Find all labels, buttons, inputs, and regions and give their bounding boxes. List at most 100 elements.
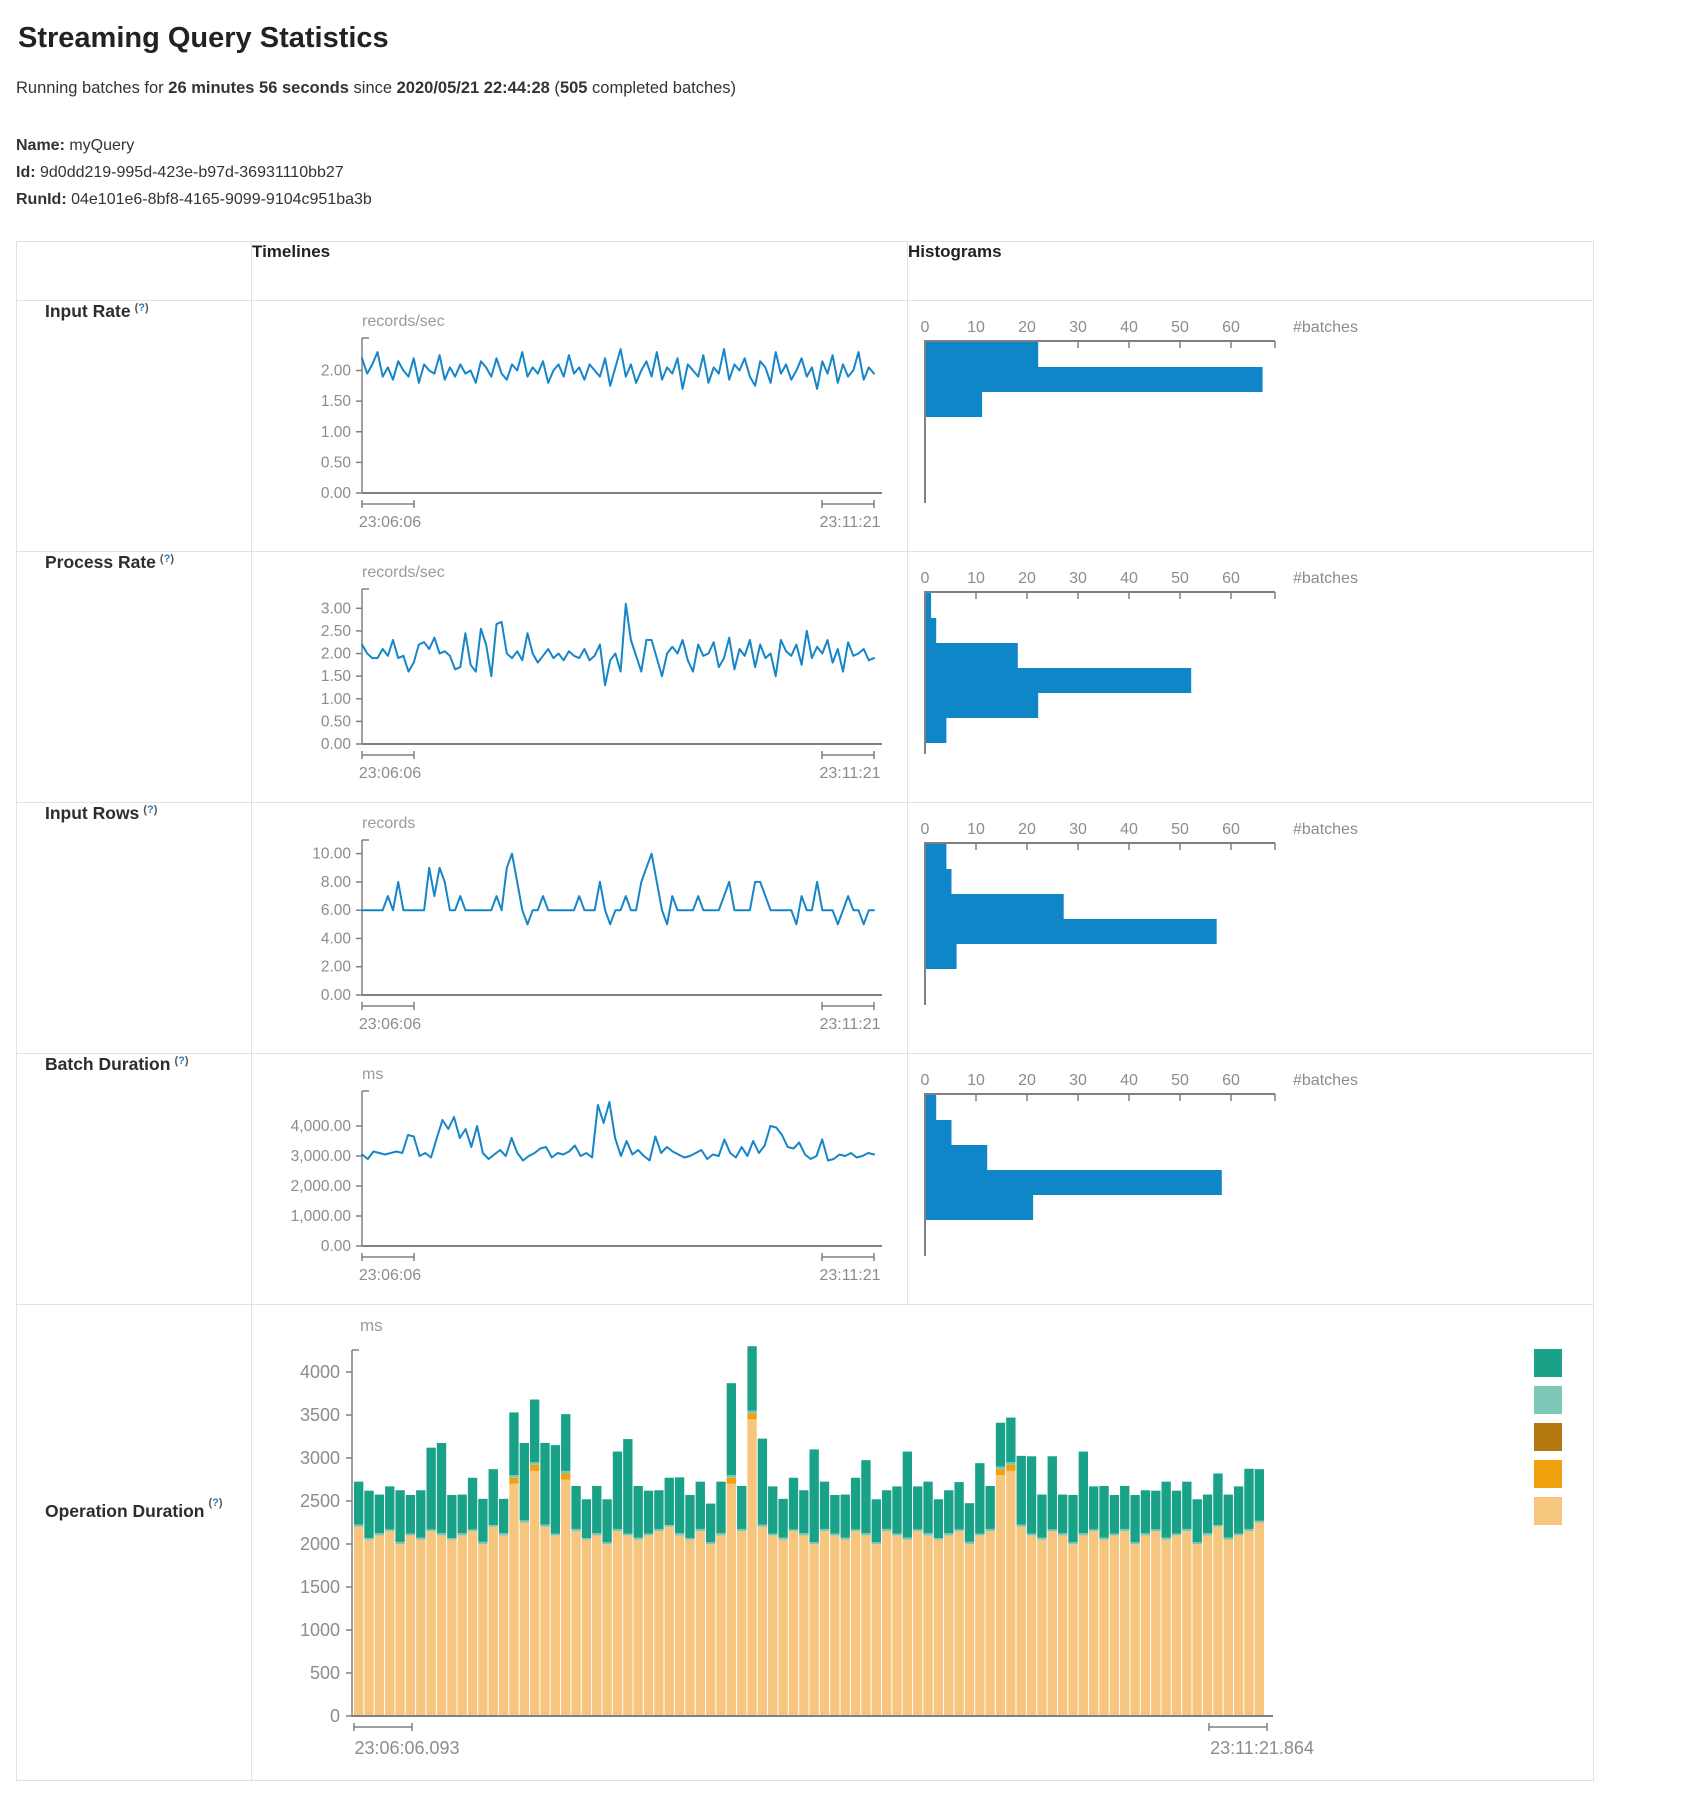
svg-text:23:11:21.864: 23:11:21.864	[1210, 1738, 1314, 1758]
input-rows-row: Input Rows (?) records 10.00 8.00 6.00 4.00 2…	[16, 802, 1594, 1054]
svg-text:40: 40	[1120, 319, 1138, 336]
svg-text:2500: 2500	[300, 1491, 340, 1511]
operation-duration-label-cell: Operation Duration (?)	[16, 1304, 252, 1781]
process-rate-row: Process Rate (?) records/sec 3.00 2.50 2.00…	[16, 551, 1594, 803]
table-header-row: Timelines Histograms	[16, 241, 1594, 301]
running-duration: 26 minutes 56 seconds	[168, 79, 349, 97]
input-rate-label-cell: Input Rate (?)	[16, 300, 252, 552]
svg-text:0.50: 0.50	[321, 454, 352, 471]
input-rows-help-icon[interactable]: (?)	[143, 803, 158, 816]
legend-swatch-1	[1534, 1386, 1562, 1414]
svg-text:23:11:21: 23:11:21	[819, 1016, 880, 1033]
summary-suffix: completed batches)	[587, 79, 737, 97]
svg-text:23:06:06.093: 23:06:06.093	[354, 1738, 459, 1758]
svg-text:10.00: 10.00	[312, 846, 351, 863]
svg-text:20: 20	[1018, 319, 1036, 336]
statistics-table: Timelines Histograms Input Rate (?) reco…	[16, 241, 1594, 1781]
svg-text:0: 0	[921, 319, 930, 336]
svg-text:50: 50	[1171, 1072, 1189, 1089]
process-rate-label: Process Rate (?)	[45, 552, 174, 572]
legend-swatch-0	[1534, 1349, 1562, 1377]
svg-text:records: records	[362, 815, 415, 832]
svg-text:1000: 1000	[300, 1620, 340, 1640]
svg-text:0: 0	[921, 570, 930, 587]
svg-text:23:11:21: 23:11:21	[819, 765, 880, 782]
svg-text:1500: 1500	[300, 1577, 340, 1597]
page-title: Streaming Query Statistics	[18, 22, 389, 54]
legend-swatch-4	[1534, 1497, 1562, 1525]
svg-text:ms: ms	[360, 1316, 383, 1335]
input-rate-timeline-chart: records/sec 2.00 1.50 1.00 0.50 0.00 23:06:06 2…	[321, 313, 882, 531]
svg-text:60: 60	[1222, 1072, 1240, 1089]
input-rows-timeline-chart: records 10.00 8.00 6.00 4.00 2.00 0.00 23:06:06…	[312, 815, 882, 1033]
svg-text:50: 50	[1171, 821, 1189, 838]
svg-text:4.00: 4.00	[321, 930, 352, 947]
summary-prefix: Running batches for	[16, 79, 169, 97]
input-rows-label: Input Rows (?)	[45, 803, 158, 823]
svg-text:0.50: 0.50	[321, 713, 352, 730]
svg-text:23:11:21: 23:11:21	[819, 514, 880, 531]
svg-text:2.00: 2.00	[321, 363, 352, 380]
query-runid-line: RunId: 04e101e6-8bf8-4165-9099-9104c951b…	[16, 186, 1677, 213]
batch-duration-help-icon[interactable]: (?)	[174, 1054, 189, 1067]
process-rate-help-icon[interactable]: (?)	[159, 552, 174, 565]
svg-text:records/sec: records/sec	[362, 313, 445, 330]
batch-duration-timeline-chart: ms 4,000.00 3,000.00 2,000.00 1,000.00 0.00 23…	[291, 1066, 882, 1284]
svg-text:0.00: 0.00	[321, 485, 352, 502]
input-rows-label-cell: Input Rows (?)	[16, 802, 252, 1054]
svg-text:30: 30	[1069, 1072, 1087, 1089]
input-rate-help-icon[interactable]: (?)	[134, 301, 149, 314]
process-rate-label-cell: Process Rate (?)	[16, 551, 252, 803]
svg-text:2000: 2000	[300, 1534, 340, 1554]
svg-text:20: 20	[1018, 570, 1036, 587]
query-id-line: Id: 9d0dd219-995d-423e-b97d-36931110bb27	[16, 159, 1677, 186]
process-rate-timeline-chart: records/sec 3.00 2.50 2.00 1.50 1.00 0.50 0.00 2…	[321, 564, 882, 782]
svg-text:2.00: 2.00	[321, 646, 352, 663]
svg-text:3.00: 3.00	[321, 600, 352, 617]
svg-text:60: 60	[1222, 570, 1240, 587]
svg-text:1.00: 1.00	[321, 691, 352, 708]
histograms-column-header: Histograms	[907, 241, 1594, 301]
operation-duration-stacked-chart: ms 4000 3500 3000 2500 2000 1500 1000 500 0 23:06:…	[300, 1316, 1562, 1758]
timelines-column-header: Timelines	[251, 241, 908, 301]
svg-text:40: 40	[1120, 821, 1138, 838]
svg-text:23:11:21: 23:11:21	[819, 1267, 880, 1284]
svg-text:records/sec: records/sec	[362, 564, 445, 581]
svg-text:2,000.00: 2,000.00	[291, 1178, 352, 1195]
start-timestamp: 2020/05/21 22:44:28	[396, 79, 550, 97]
svg-text:10: 10	[967, 821, 985, 838]
svg-text:60: 60	[1222, 319, 1240, 336]
query-name-value: myQuery	[64, 137, 135, 154]
svg-text:4000: 4000	[300, 1362, 340, 1382]
svg-text:0.00: 0.00	[321, 736, 352, 753]
svg-text:30: 30	[1069, 319, 1087, 336]
svg-text:2.50: 2.50	[321, 623, 352, 640]
svg-text:0.00: 0.00	[321, 987, 352, 1004]
svg-text:#batches: #batches	[1293, 1072, 1358, 1089]
legend-swatch-3	[1534, 1460, 1562, 1488]
batch-duration-row: Batch Duration (?) ms 4,000.00 3,000.00 2,0…	[16, 1053, 1594, 1305]
svg-text:0: 0	[921, 821, 930, 838]
operation-duration-help-icon[interactable]: (?)	[208, 1497, 223, 1509]
svg-text:1.50: 1.50	[321, 668, 352, 685]
svg-text:50: 50	[1171, 319, 1189, 336]
svg-text:10: 10	[967, 319, 985, 336]
running-batches-summary: Running batches for 26 minutes 56 second…	[16, 79, 1677, 98]
svg-text:1.50: 1.50	[321, 393, 352, 410]
svg-text:10: 10	[967, 1072, 985, 1089]
svg-text:#batches: #batches	[1293, 821, 1358, 838]
svg-text:#batches: #batches	[1293, 319, 1358, 336]
svg-text:2.00: 2.00	[321, 959, 352, 976]
summary-paren: (	[549, 79, 560, 97]
svg-text:0.00: 0.00	[321, 1238, 352, 1255]
batch-duration-histogram-chart: 0 10 20 30 40 50 60 #batches	[921, 1072, 1358, 1256]
svg-text:6.00: 6.00	[321, 902, 352, 919]
svg-text:60: 60	[1222, 821, 1240, 838]
svg-text:23:06:06: 23:06:06	[359, 1267, 421, 1284]
svg-text:4,000.00: 4,000.00	[291, 1118, 352, 1135]
query-info: Name: myQuery Id: 9d0dd219-995d-423e-b97…	[16, 132, 1677, 213]
svg-text:50: 50	[1171, 570, 1189, 587]
query-name-label: Name:	[16, 137, 65, 154]
query-id-label: Id:	[16, 164, 36, 181]
